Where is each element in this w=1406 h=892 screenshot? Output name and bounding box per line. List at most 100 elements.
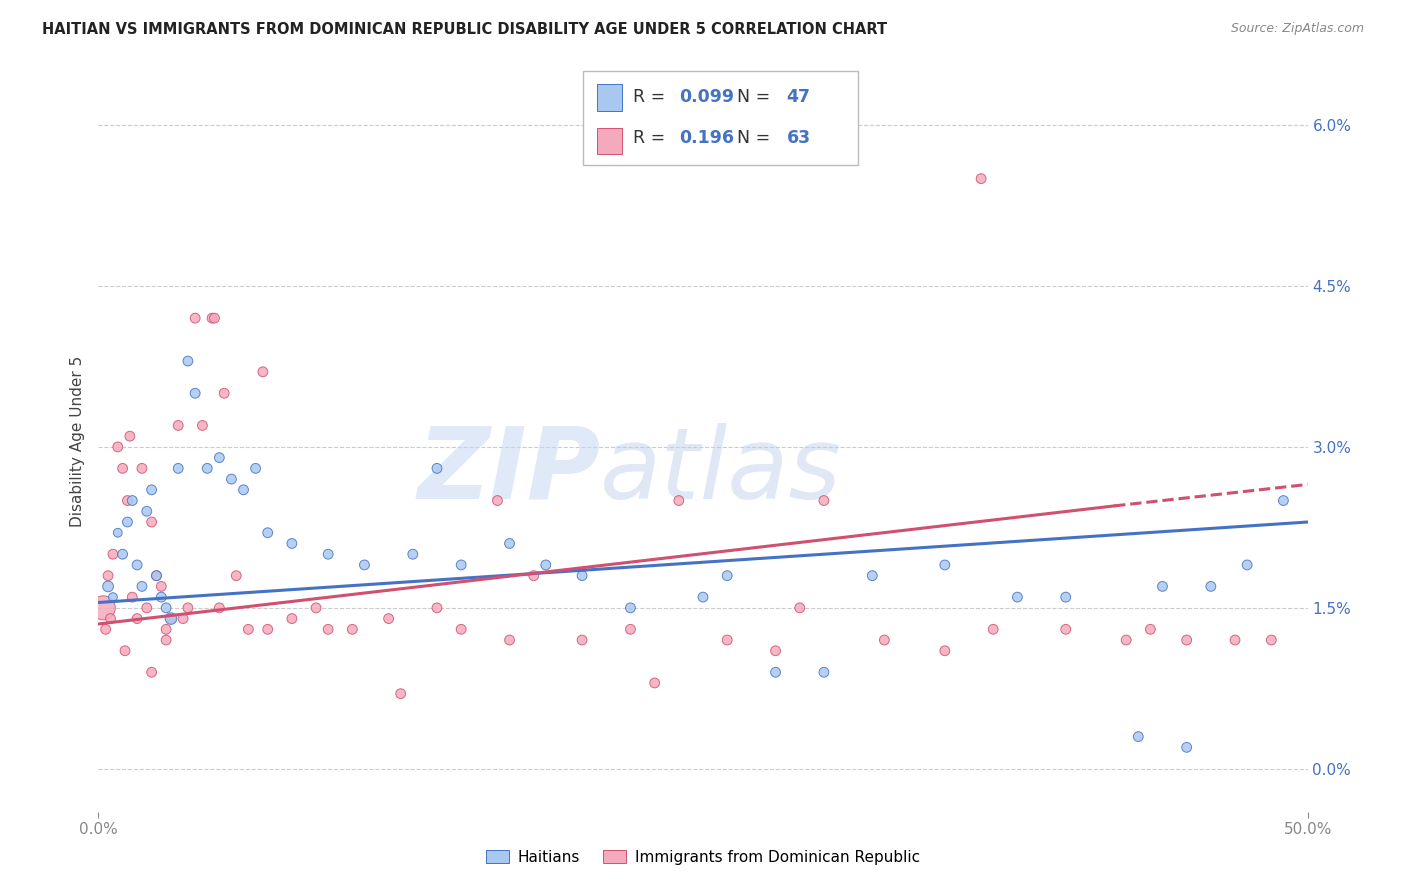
Point (860, 568, 883, 582)
Point (97, 579, 120, 593)
Text: N =: N = (737, 88, 776, 106)
Point (402, 547, 425, 561)
Point (1236, 558, 1258, 572)
Text: atlas: atlas (600, 423, 842, 520)
Point (1272, 493, 1295, 508)
Point (256, 525, 278, 540)
Point (305, 600, 328, 615)
Point (498, 536, 520, 550)
Point (571, 633, 593, 648)
Point (141, 515, 163, 529)
Point (225, 568, 247, 582)
Bar (598, 128, 621, 153)
Point (1223, 633, 1246, 648)
Point (1199, 579, 1222, 593)
Point (245, 461, 267, 475)
Point (238, 623, 260, 637)
Text: ZIP: ZIP (418, 423, 600, 520)
Point (1115, 633, 1137, 648)
Point (121, 590, 143, 604)
Point (97, 568, 120, 582)
Point (208, 600, 231, 615)
Point (107, 440, 129, 454)
Point (498, 633, 520, 648)
Point (177, 354, 200, 368)
Point (934, 558, 956, 572)
Text: N =: N = (737, 129, 776, 147)
Point (155, 623, 177, 637)
Point (91, 600, 114, 615)
Point (619, 600, 641, 615)
Point (316, 623, 339, 637)
Point (150, 590, 173, 604)
Point (981, 623, 1004, 637)
Text: R =: R = (633, 88, 671, 106)
Point (1054, 590, 1077, 604)
Point (281, 611, 304, 625)
Point (316, 547, 339, 561)
Point (716, 633, 738, 648)
Point (426, 600, 449, 615)
Point (342, 623, 364, 637)
Text: R =: R = (633, 129, 676, 147)
Point (101, 547, 124, 561)
Point (107, 525, 129, 540)
Point (150, 579, 173, 593)
Text: 0.099: 0.099 (679, 88, 734, 106)
Point (195, 461, 218, 475)
Text: 47: 47 (786, 88, 810, 106)
Point (131, 579, 153, 593)
Text: 0.196: 0.196 (679, 129, 734, 147)
Point (117, 493, 139, 508)
Point (127, 558, 149, 572)
Point (1152, 579, 1174, 593)
Point (167, 418, 190, 433)
Point (256, 623, 278, 637)
Point (813, 665, 835, 680)
Point (813, 493, 835, 508)
Point (121, 493, 143, 508)
Point (204, 311, 226, 326)
Point (1175, 633, 1198, 648)
Point (1128, 730, 1150, 744)
Point (523, 568, 546, 582)
Point (789, 600, 811, 615)
Point (353, 558, 375, 572)
Y-axis label: Disability Age Under 5: Disability Age Under 5 (69, 356, 84, 527)
Point (135, 504, 157, 518)
Point (765, 644, 787, 658)
Point (486, 493, 509, 508)
Point (145, 568, 167, 582)
Point (1054, 623, 1077, 637)
Point (177, 600, 200, 615)
Point (389, 687, 412, 701)
Point (232, 483, 254, 497)
Point (160, 611, 183, 625)
Legend: Haitians, Immigrants from Dominican Republic: Haitians, Immigrants from Dominican Repu… (479, 844, 927, 871)
Point (160, 611, 183, 625)
Point (111, 461, 134, 475)
Point (426, 461, 449, 475)
Point (141, 483, 163, 497)
Point (765, 665, 787, 680)
Point (201, 311, 224, 326)
Point (212, 386, 235, 401)
Text: 63: 63 (786, 129, 810, 147)
Point (450, 558, 472, 572)
Text: Source: ZipAtlas.com: Source: ZipAtlas.com (1230, 22, 1364, 36)
Point (191, 418, 214, 433)
Point (692, 590, 714, 604)
Point (184, 311, 207, 326)
Point (111, 547, 134, 561)
Point (716, 568, 738, 582)
Point (221, 472, 243, 486)
Point (534, 558, 557, 572)
Point (873, 633, 896, 648)
Point (101, 590, 124, 604)
Point (155, 633, 177, 648)
Bar (598, 85, 621, 111)
Point (172, 611, 194, 625)
Point (281, 536, 304, 550)
Point (208, 450, 231, 465)
Point (970, 171, 993, 186)
